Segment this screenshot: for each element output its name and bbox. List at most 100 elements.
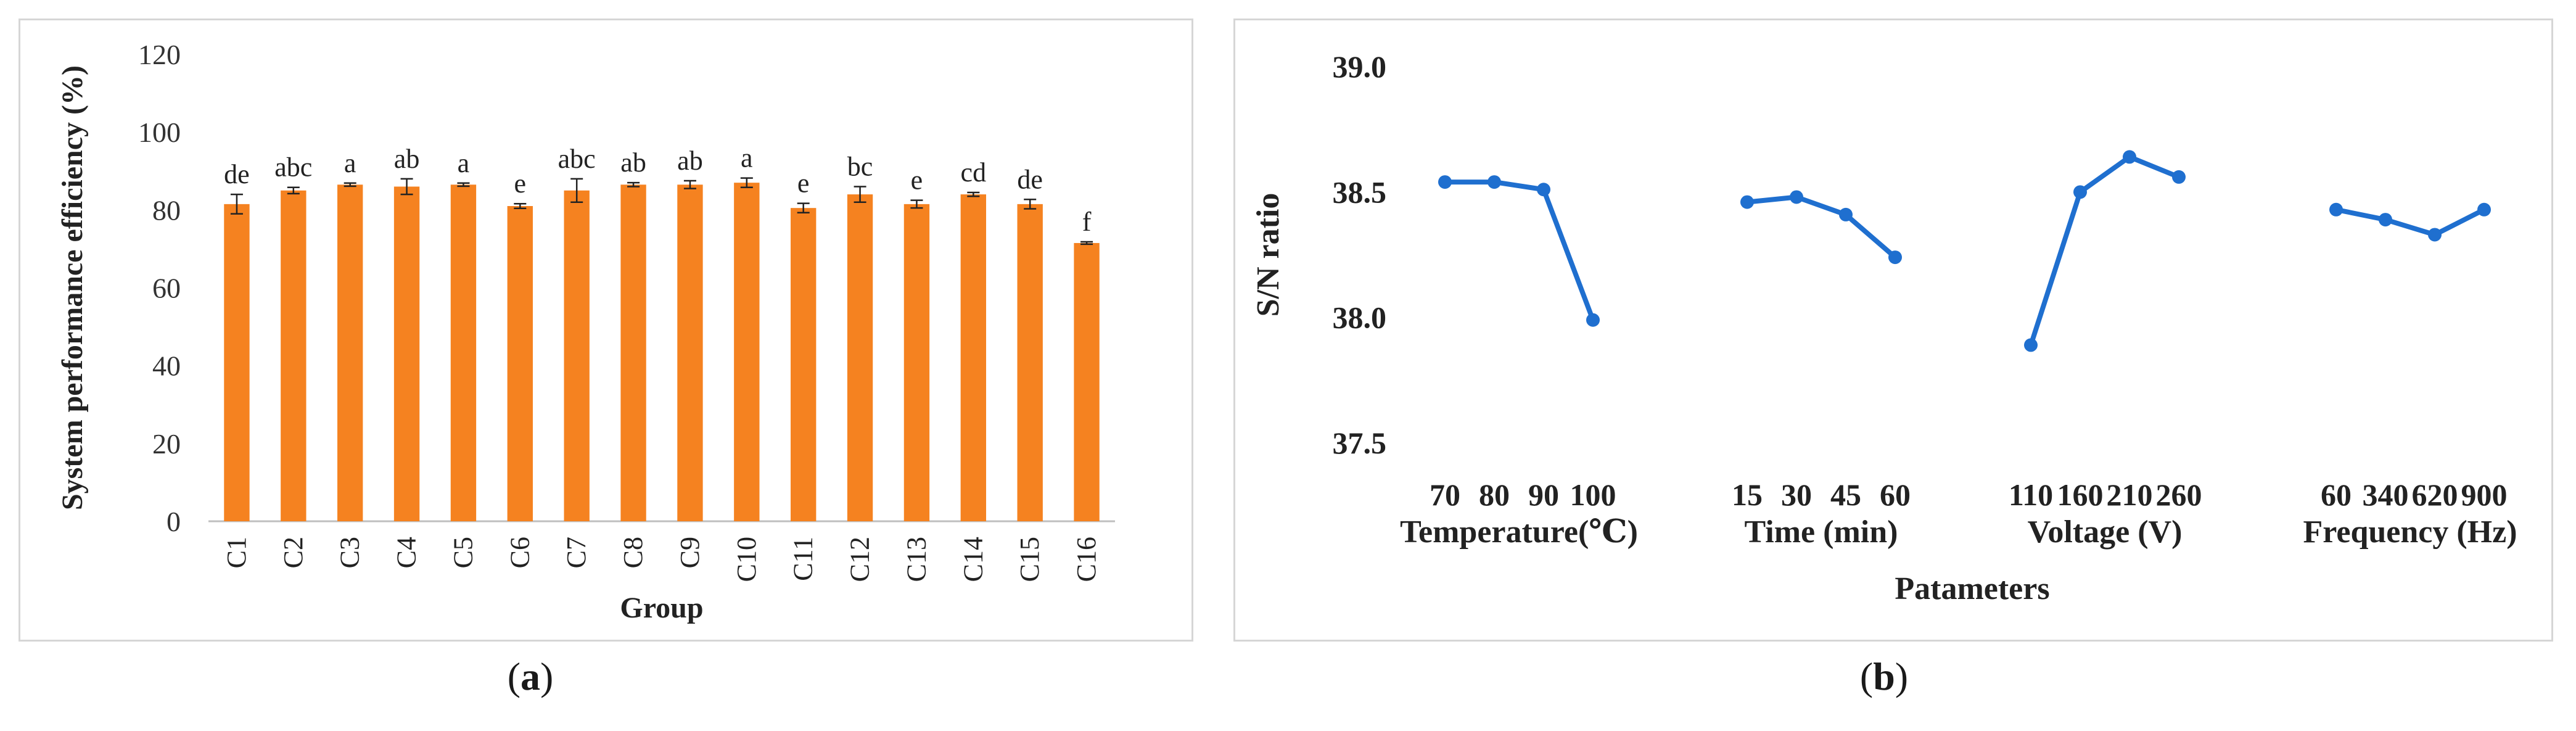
- significance-label: ab: [677, 146, 703, 176]
- data-point: [1740, 195, 1754, 209]
- x-tick-label: C6: [504, 537, 535, 568]
- x-axis-title: Patameters: [1895, 571, 2049, 606]
- significance-label: a: [344, 148, 356, 178]
- x-tick-label: 210: [2107, 477, 2153, 512]
- x-tick-label: C1: [221, 537, 252, 568]
- data-point: [1790, 190, 1803, 204]
- x-tick-label: C12: [845, 537, 875, 582]
- x-tick-label: C11: [788, 537, 818, 581]
- x-tick-label: C14: [958, 537, 988, 582]
- x-tick-label: 90: [1528, 477, 1559, 512]
- significance-label: ab: [394, 144, 420, 174]
- x-tick-label: 100: [1570, 477, 1616, 512]
- y-tick-label: 0: [167, 506, 181, 537]
- bar: [734, 183, 760, 521]
- significance-label: a: [741, 143, 753, 173]
- y-tick-label: 120: [138, 39, 181, 70]
- significance-label: de: [1017, 164, 1043, 194]
- significance-label: bc: [847, 151, 873, 181]
- x-tick-label: C4: [392, 537, 422, 568]
- data-point: [2428, 228, 2442, 242]
- x-tick-label: 15: [1732, 477, 1763, 512]
- x-tick-label: 900: [2461, 477, 2508, 512]
- significance-label: ab: [620, 147, 646, 178]
- significance-label: e: [514, 168, 527, 199]
- data-point: [1888, 250, 1902, 265]
- data-point: [2379, 213, 2392, 227]
- bar: [1017, 204, 1043, 521]
- x-tick-label: C7: [561, 537, 591, 568]
- series-line: [1445, 180, 1595, 321]
- bar: [507, 206, 533, 521]
- significance-label: abc: [274, 152, 312, 183]
- caption-b: (b): [1859, 655, 1909, 698]
- x-tick-label: C8: [618, 537, 648, 568]
- group-label: Frequency (Hz): [2303, 514, 2517, 550]
- x-tick-label: C3: [335, 537, 365, 568]
- significance-label: e: [797, 168, 810, 199]
- bar: [847, 194, 873, 522]
- x-tick-label: C9: [675, 537, 705, 568]
- y-tick-label: 38.0: [1333, 300, 1387, 335]
- y-tick-label: 80: [152, 194, 181, 226]
- data-point: [2123, 150, 2136, 164]
- y-axis-title: S/N ratio: [1251, 193, 1286, 317]
- x-tick-label: 340: [2363, 477, 2409, 512]
- bar: [450, 184, 477, 521]
- x-tick-label: C16: [1071, 537, 1101, 582]
- bar: [1074, 242, 1100, 521]
- bar: [281, 190, 307, 522]
- significance-label: e: [911, 165, 923, 196]
- y-tick-label: 38.5: [1333, 175, 1387, 209]
- significance-label: f: [1082, 207, 1092, 237]
- caption-a: (a): [507, 655, 554, 698]
- x-tick-label: 110: [2009, 477, 2053, 512]
- group-label: Temperature(℃): [1400, 514, 1638, 550]
- data-point: [2477, 202, 2491, 217]
- x-tick-label: 45: [1830, 477, 1861, 512]
- x-tick-label: 60: [2321, 477, 2352, 512]
- significance-label: cd: [961, 157, 987, 188]
- bar: [791, 208, 817, 521]
- y-tick-label: 37.5: [1333, 426, 1387, 460]
- bar: [960, 194, 986, 522]
- x-tick-label: C5: [448, 537, 478, 568]
- series-line: [2335, 207, 2485, 237]
- y-tick-label: 60: [152, 273, 181, 304]
- bar: [903, 204, 930, 521]
- bar: [393, 186, 420, 521]
- significance-label: a: [458, 148, 470, 178]
- bar-chart-panel: 0 20 40 60 80 100 120 de C1 abc C2 a C3 ab C4 a C5 e C6 abc…: [19, 19, 1193, 642]
- data-point: [2073, 185, 2087, 199]
- x-tick-label: C13: [901, 537, 931, 582]
- y-tick-label: 20: [152, 428, 181, 460]
- bar: [337, 184, 363, 521]
- bar: [224, 204, 250, 521]
- x-tick-label: 60: [1880, 477, 1911, 512]
- y-tick-label: 100: [138, 117, 181, 148]
- x-tick-label: 260: [2156, 477, 2202, 512]
- data-point: [2172, 170, 2186, 184]
- group-label: Voltage (V): [2028, 514, 2183, 550]
- x-tick-label: 620: [2412, 477, 2458, 512]
- line-chart-panel: 37.5 38.0 38.5 39.0 70 80 90 100 Temperature(℃) 1…: [1233, 19, 2553, 642]
- x-tick-label: C10: [731, 537, 762, 582]
- data-point: [2024, 338, 2038, 352]
- data-point: [1537, 183, 1550, 197]
- x-tick-label: 80: [1479, 477, 1510, 512]
- significance-label: abc: [558, 144, 596, 174]
- significance-label: de: [224, 159, 250, 189]
- data-point: [1839, 207, 1853, 221]
- bar: [620, 184, 646, 521]
- data-point: [1438, 175, 1452, 189]
- series-line: [1747, 194, 1897, 260]
- data-point: [1488, 175, 1501, 189]
- x-tick-label: 70: [1430, 477, 1460, 512]
- bar-chart: 020406080100120deC1abcC2aC3abC4aC5eC6abc…: [56, 39, 1115, 624]
- x-tick-label: 160: [2057, 477, 2104, 512]
- x-tick-label: C15: [1014, 537, 1045, 582]
- bar: [677, 184, 703, 521]
- bar: [564, 190, 590, 522]
- x-axis-title: Group: [620, 592, 703, 624]
